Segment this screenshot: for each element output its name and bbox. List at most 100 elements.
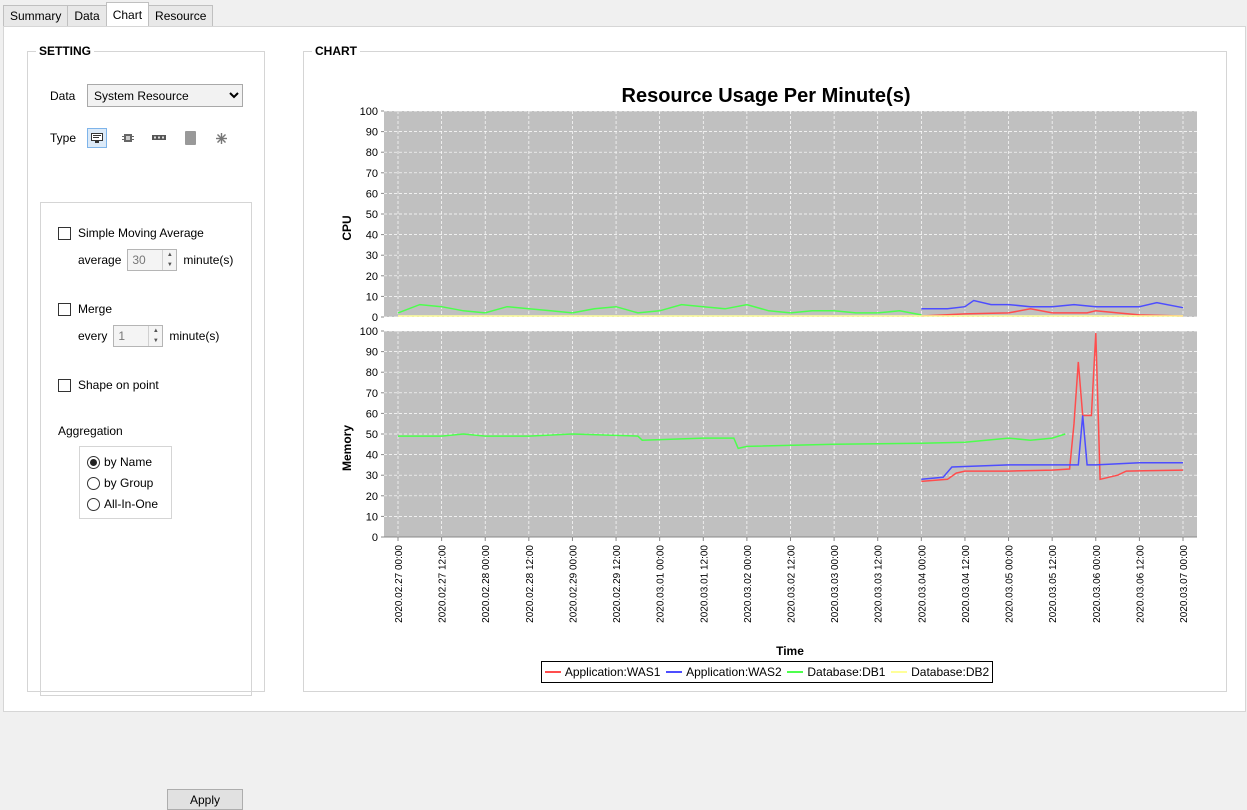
- data-label: Data: [50, 88, 76, 103]
- x-tick-label: 2020.03.06 00:00: [1092, 545, 1103, 623]
- legend-swatch: [666, 671, 683, 673]
- x-tick-label: 2020.02.27 00:00: [394, 545, 405, 623]
- y-tick-label: 50: [366, 429, 378, 441]
- tab-chart[interactable]: Chart: [105, 2, 150, 26]
- legend-label: Application:WAS2: [686, 665, 782, 679]
- y-tick-label: 80: [366, 367, 378, 379]
- radio-by-name[interactable]: [87, 455, 100, 469]
- spinner-down-icon[interactable]: ▼: [152, 338, 159, 344]
- tab-bar: Summary Data Chart Resource: [3, 2, 214, 27]
- spinner-up-icon[interactable]: ▲: [166, 252, 173, 258]
- x-tick-label: 2020.03.02 12:00: [787, 545, 798, 623]
- y-tick-label: 40: [366, 450, 378, 462]
- aggregation-label: Aggregation: [58, 424, 123, 438]
- y-tick-label: 60: [366, 188, 378, 200]
- legend-swatch: [891, 671, 908, 673]
- x-axis-label: Time: [776, 644, 804, 658]
- chart-legend: Application:WAS1 Application:WAS2 Databa…: [541, 661, 993, 683]
- spinner-up-icon[interactable]: ▲: [152, 328, 159, 334]
- y-tick-label: 30: [366, 470, 378, 482]
- options-box: Simple Moving Average average 30 ▲ ▼ minu…: [40, 202, 252, 810]
- y-tick-label: 0: [372, 312, 378, 324]
- apply-button[interactable]: Apply: [167, 789, 243, 810]
- tab-content: SETTING Data System Resource Type: [3, 26, 1246, 810]
- x-tick-label: 2020.03.03 00:00: [830, 545, 841, 623]
- tab-data[interactable]: Data: [67, 5, 107, 26]
- average-label: average: [78, 253, 122, 267]
- x-tick-label: 2020.03.05 12:00: [1048, 545, 1059, 623]
- legend-item-db2: Database:DB2: [891, 665, 989, 679]
- x-tick-label: 2020.03.04 00:00: [917, 545, 928, 623]
- data-select[interactable]: System Resource: [87, 84, 243, 107]
- x-tick-label: 2020.03.03 12:00: [874, 545, 885, 623]
- sma-checkbox[interactable]: [58, 226, 71, 240]
- average-value: 30: [132, 253, 146, 267]
- chart-panel: CHART Resource Usage Per Minute(s) Time …: [303, 44, 1227, 692]
- radio-by-group[interactable]: [87, 476, 100, 490]
- x-tick-label: 2020.03.02 00:00: [743, 545, 754, 623]
- network-icon[interactable]: [211, 128, 231, 148]
- memory-icon[interactable]: [149, 128, 169, 148]
- legend-label: Database:DB2: [911, 665, 990, 679]
- merge-checkbox[interactable]: [58, 302, 71, 316]
- y-tick-label: 70: [366, 168, 378, 180]
- disk-icon[interactable]: [180, 128, 200, 148]
- setting-panel: SETTING Data System Resource Type: [27, 44, 265, 810]
- memory-axis-label: Memory: [340, 425, 354, 471]
- y-tick-label: 20: [366, 271, 378, 283]
- series-line-db1: [397, 303, 922, 316]
- y-tick-label: 10: [366, 511, 378, 523]
- every-value: 1: [118, 329, 126, 343]
- every-spinner[interactable]: 1 ▲ ▼: [113, 325, 164, 347]
- legend-swatch: [787, 671, 804, 673]
- series-line-was1: [921, 333, 1184, 483]
- y-tick-label: 100: [360, 106, 378, 118]
- x-tick-label: 2020.03.07 00:00: [1179, 545, 1190, 623]
- y-tick-label: 100: [360, 326, 378, 338]
- x-tick-label: 2020.02.28 00:00: [481, 545, 492, 623]
- x-tick-label: 2020.02.28 12:00: [525, 545, 536, 623]
- resource-chart: Resource Usage Per Minute(s) Time CPU Me…: [340, 85, 1197, 658]
- type-label: Type: [50, 131, 77, 145]
- radio-all-in-one[interactable]: [87, 497, 100, 511]
- x-tick-label: 2020.02.29 12:00: [612, 545, 623, 623]
- legend-label: Database:DB1: [807, 665, 886, 679]
- x-tick-label: 2020.03.05 00:00: [1005, 545, 1016, 623]
- cpu-chip-icon[interactable]: [118, 128, 138, 148]
- sma-label: Simple Moving Average: [78, 226, 204, 240]
- x-tick-label: 2020.03.04 12:00: [961, 545, 972, 623]
- legend-label: Application:WAS1: [564, 665, 661, 679]
- series-line-was2: [921, 415, 1183, 481]
- spinner-down-icon[interactable]: ▼: [166, 262, 173, 268]
- monitor-icon[interactable]: [87, 128, 107, 148]
- y-tick-label: 0: [372, 532, 378, 544]
- merge-label: Merge: [78, 302, 113, 316]
- y-tick-label: 60: [366, 408, 378, 420]
- tab-resource[interactable]: Resource: [148, 5, 214, 26]
- x-tick-label: 2020.02.29 00:00: [568, 545, 579, 623]
- series-line-was1: [921, 308, 1184, 317]
- radio-by-name-label: by Name: [104, 455, 153, 469]
- every-label: every: [78, 329, 108, 343]
- y-tick-label: 30: [366, 250, 378, 262]
- chart-title: Resource Usage Per Minute(s): [622, 85, 911, 107]
- cpu-axis-label: CPU: [340, 215, 354, 240]
- y-tick-label: 70: [366, 388, 378, 400]
- every-unit: minute(s): [169, 329, 220, 343]
- legend-swatch: [544, 671, 561, 673]
- legend-item-db1: Database:DB1: [787, 665, 885, 679]
- shape-checkbox[interactable]: [58, 378, 71, 392]
- y-tick-label: 20: [366, 491, 378, 503]
- y-tick-label: 40: [366, 230, 378, 242]
- shape-label: Shape on point: [78, 378, 159, 392]
- aggregation-group: by Name by Group All-In-One: [79, 446, 172, 519]
- chart-section-title: CHART: [315, 44, 357, 58]
- x-tick-label: 2020.02.27 12:00: [438, 545, 449, 623]
- legend-item-was1: Application:WAS1: [544, 665, 661, 679]
- radio-all-in-one-label: All-In-One: [104, 497, 159, 511]
- average-spinner[interactable]: 30 ▲ ▼: [127, 249, 178, 271]
- tab-summary[interactable]: Summary: [3, 5, 69, 26]
- y-tick-label: 90: [366, 347, 378, 359]
- y-tick-label: 50: [366, 209, 378, 221]
- x-tick-label: 2020.03.01 12:00: [699, 545, 710, 623]
